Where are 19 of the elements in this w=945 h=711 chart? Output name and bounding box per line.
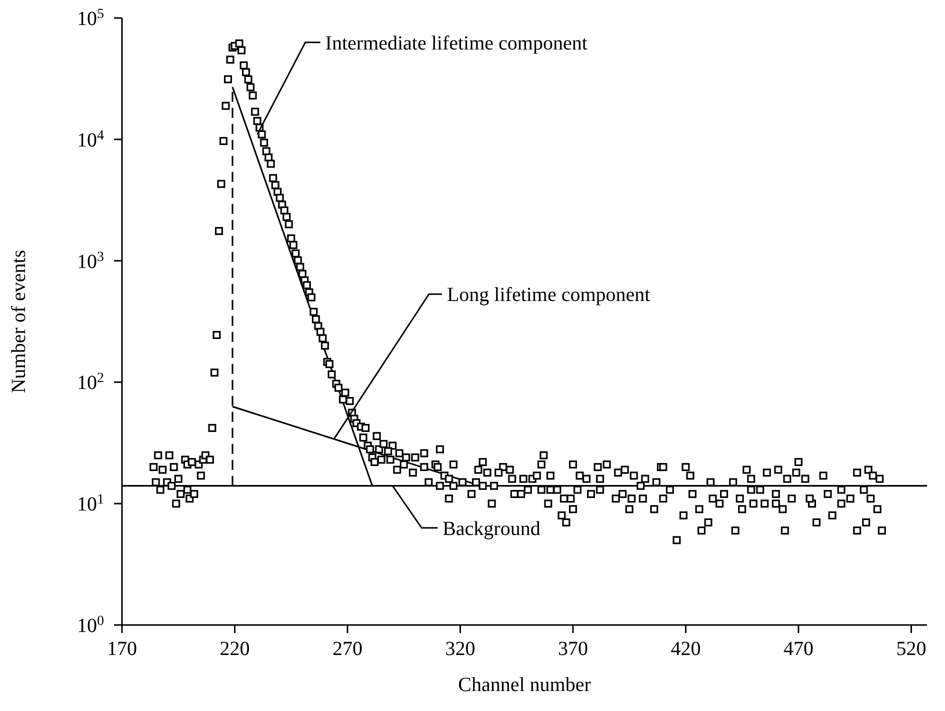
y-axis-title: Number of events	[8, 250, 30, 394]
y-tick-label: 10$^{0}$	[77, 614, 104, 637]
x-tick-label: 520	[896, 638, 926, 660]
annotation: Intermediate lifetime component	[325, 32, 588, 54]
y-tick-label: 10$^{4}$	[77, 128, 104, 152]
x-tick-label: 370	[558, 638, 588, 660]
x-tick-label: 220	[220, 638, 250, 660]
x-tick-label: 170	[107, 638, 137, 660]
x-tick-label: 320	[445, 638, 476, 660]
annotation: Long lifetime component	[446, 284, 651, 306]
x-tick-label: 470	[783, 638, 814, 660]
y-tick-label: 10$^{3}$	[77, 249, 104, 273]
y-tick-label: 10$^{2}$	[77, 370, 104, 394]
annotation: Background	[442, 518, 540, 540]
y-tick-label: 10$^{5}$	[77, 6, 104, 30]
y-tick-label: 10$^{1}$	[77, 492, 104, 516]
x-tick-label: 420	[670, 638, 701, 660]
x-axis-title: Channel number	[458, 674, 592, 696]
x-tick-label: 270	[332, 638, 362, 660]
